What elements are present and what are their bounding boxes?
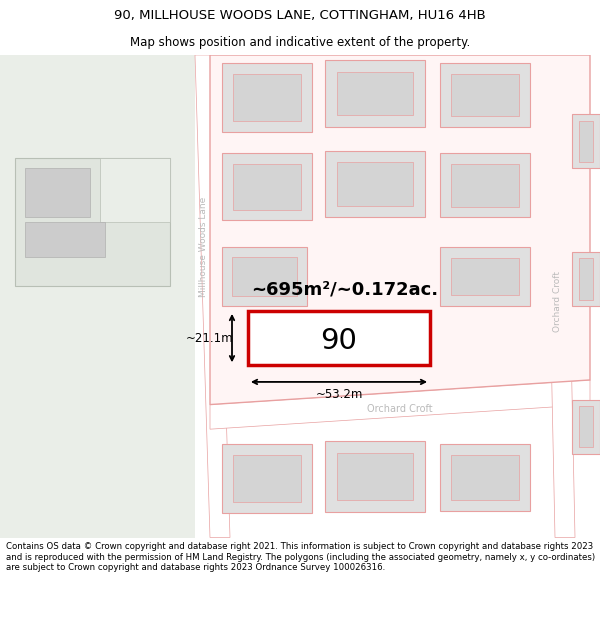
Bar (325, 60, 425, 127)
Polygon shape (248, 311, 430, 365)
Bar (572, 114, 600, 168)
Bar (440, 444, 530, 511)
Polygon shape (210, 55, 590, 404)
Polygon shape (195, 55, 230, 538)
Text: Orchard Croft: Orchard Croft (367, 404, 433, 414)
Bar (25, 222, 105, 257)
Text: Millhouse Woods Lane: Millhouse Woods Lane (199, 197, 209, 297)
Bar (233, 74, 301, 121)
Bar (578, 121, 593, 162)
Bar (337, 72, 413, 115)
Bar (233, 164, 301, 210)
Bar (578, 406, 593, 447)
Text: 90, MILLHOUSE WOODS LANE, COTTINGHAM, HU16 4HB: 90, MILLHOUSE WOODS LANE, COTTINGHAM, HU… (114, 9, 486, 22)
Bar (572, 252, 600, 306)
Bar (222, 154, 312, 221)
Bar (325, 151, 425, 218)
Text: ~695m²/~0.172ac.: ~695m²/~0.172ac. (251, 281, 439, 298)
Bar (451, 258, 519, 296)
Text: Map shows position and indicative extent of the property.: Map shows position and indicative extent… (130, 36, 470, 49)
Bar (451, 74, 519, 116)
Bar (100, 158, 170, 222)
Bar (451, 454, 519, 500)
Text: ~53.2m: ~53.2m (316, 388, 362, 401)
Bar (232, 257, 297, 296)
Bar (440, 247, 530, 306)
Bar (325, 441, 425, 512)
Bar (572, 399, 600, 454)
Bar (451, 164, 519, 207)
Polygon shape (0, 55, 195, 538)
Bar (222, 444, 312, 513)
Bar (222, 63, 312, 132)
Text: Contains OS data © Crown copyright and database right 2021. This information is : Contains OS data © Crown copyright and d… (6, 542, 595, 572)
Text: Orchard Croft: Orchard Croft (554, 271, 563, 332)
Bar (337, 162, 413, 206)
Bar (440, 154, 530, 218)
Bar (25, 168, 90, 217)
Bar (15, 158, 170, 286)
Text: ~21.1m: ~21.1m (186, 332, 234, 344)
Polygon shape (545, 55, 575, 538)
Bar (233, 454, 301, 503)
Bar (337, 453, 413, 500)
Text: 90: 90 (320, 327, 358, 355)
Bar (578, 259, 593, 299)
Polygon shape (210, 380, 590, 429)
Bar (440, 63, 530, 127)
Bar (222, 247, 307, 306)
